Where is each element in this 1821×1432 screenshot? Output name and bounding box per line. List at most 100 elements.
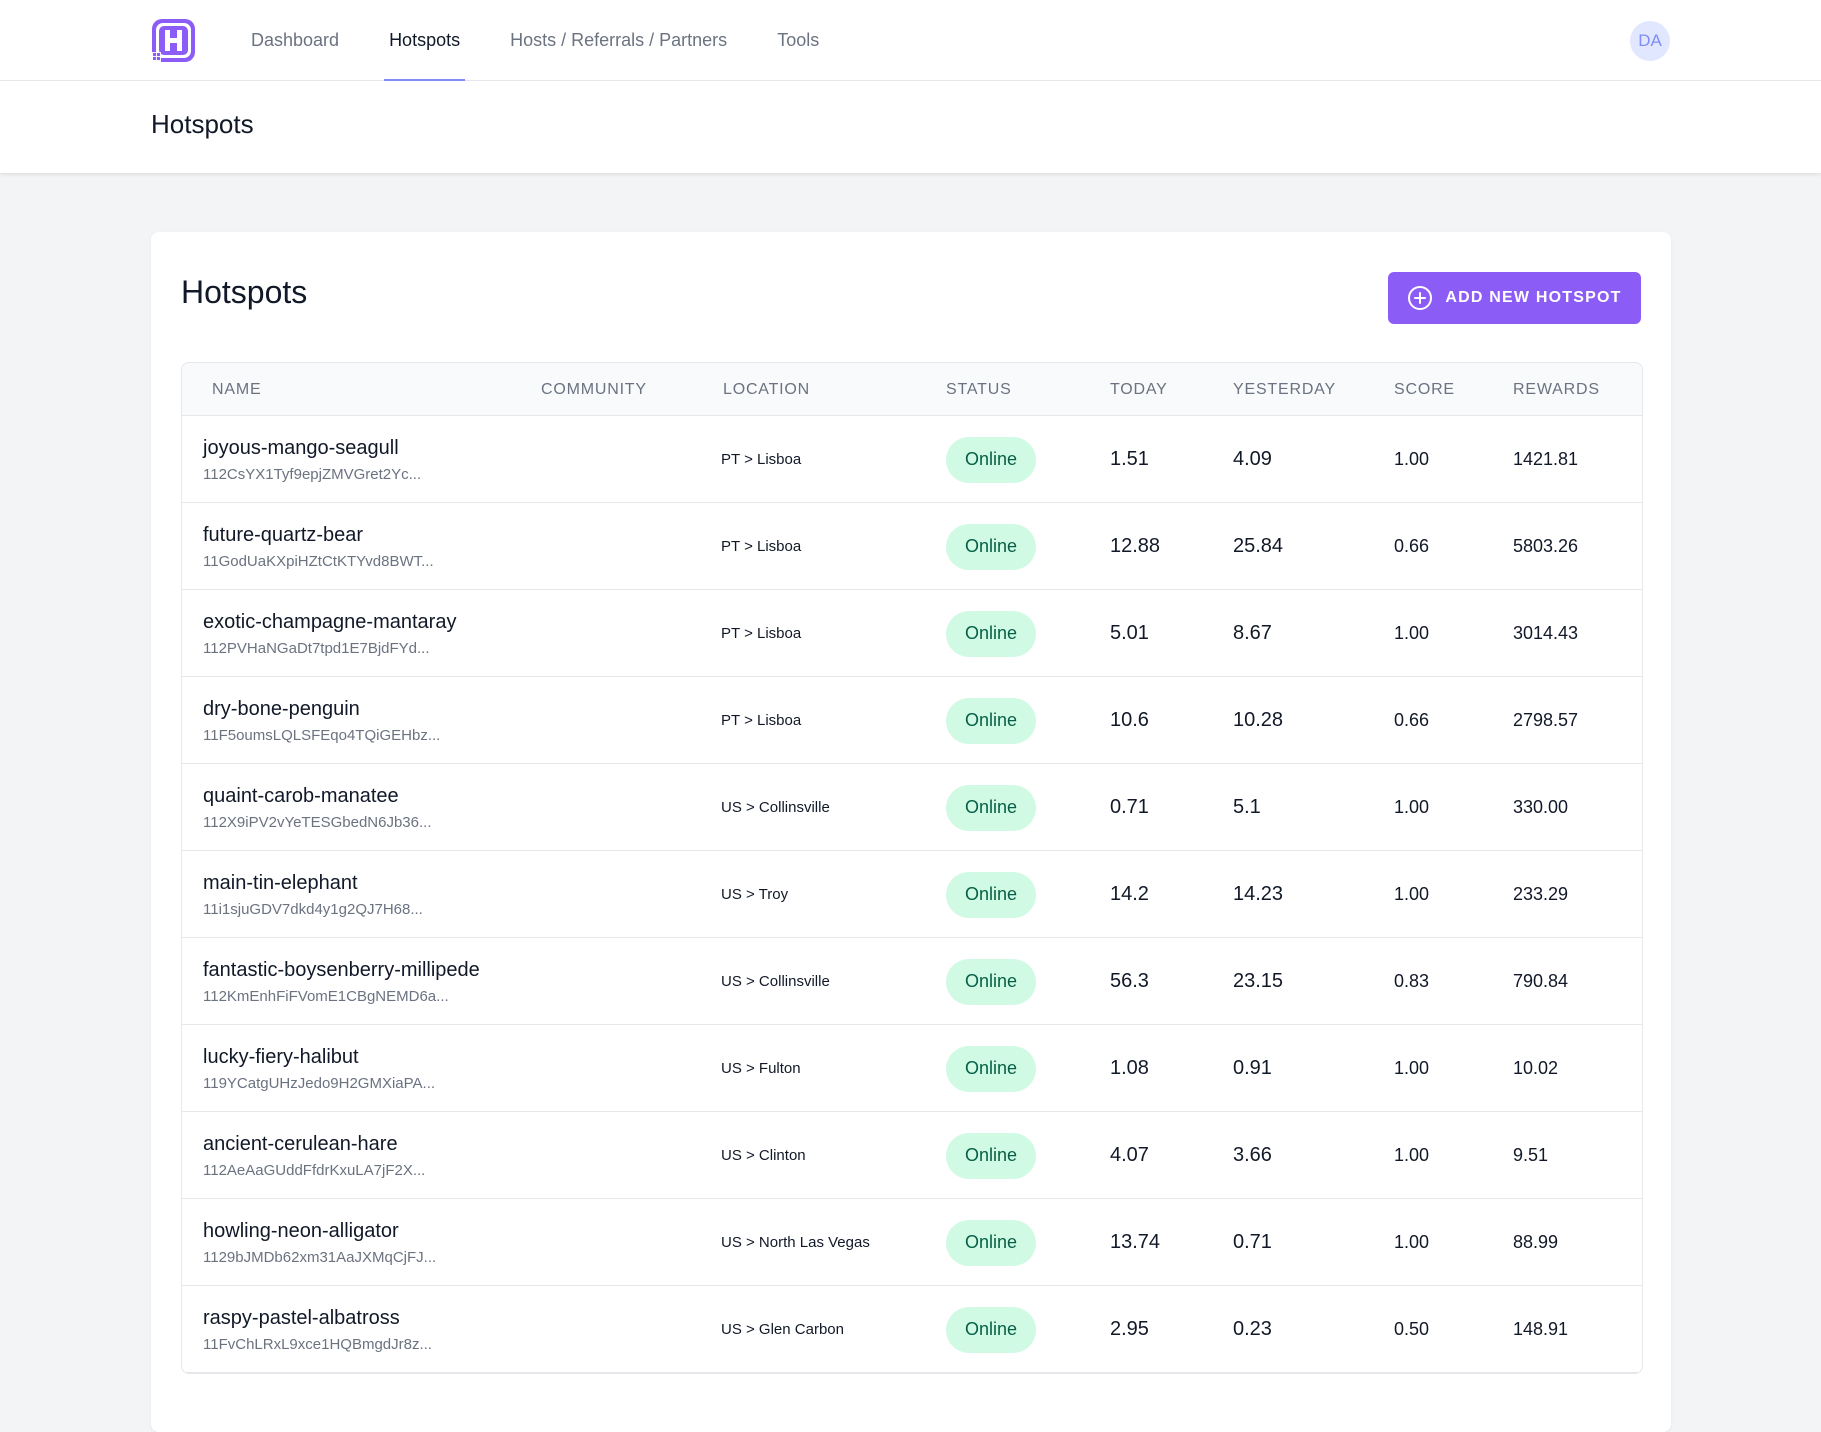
hotspot-name[interactable]: dry-bone-penguin bbox=[203, 697, 360, 720]
hotspot-name[interactable]: joyous-mango-seagull bbox=[203, 436, 399, 459]
today-cell: 0.71 bbox=[1110, 796, 1149, 818]
page-title: Hotspots bbox=[151, 109, 254, 139]
yesterday-cell: 3.66 bbox=[1233, 1144, 1272, 1166]
nav-item-hotspots[interactable]: Hotspots bbox=[384, 0, 466, 81]
hotspot-name[interactable]: raspy-pastel-albatross bbox=[203, 1306, 400, 1329]
add-new-hotspot-button[interactable]: ADD NEW HOTSPOT bbox=[1388, 272, 1641, 324]
name-cell: dry-bone-penguin 11F5oumsLQLSFEqo4TQiGEHb… bbox=[203, 677, 440, 764]
card-title: Hotspots bbox=[181, 274, 308, 310]
rewards-cell: 790.84 bbox=[1513, 971, 1569, 991]
user-avatar[interactable]: DA bbox=[1630, 21, 1670, 61]
yesterday-cell: 0.71 bbox=[1233, 1231, 1272, 1253]
rewards-cell: 2798.57 bbox=[1513, 710, 1579, 730]
yesterday-cell: 10.28 bbox=[1233, 709, 1284, 731]
location-cell: PT > Lisboa bbox=[721, 451, 802, 468]
rewards-cell: 3014.43 bbox=[1513, 623, 1579, 643]
nav-item-dashboard[interactable]: Dashboard bbox=[251, 29, 340, 50]
name-cell: raspy-pastel-albatross 11FvChLRxL9xce1HQB… bbox=[203, 1286, 432, 1373]
yesterday-cell: 0.23 bbox=[1233, 1318, 1272, 1340]
rewards-cell: 233.29 bbox=[1513, 884, 1569, 904]
nav-item-tools[interactable]: Tools bbox=[777, 29, 820, 50]
name-cell: exotic-champagne-mantaray 112PVHaNGaDt7tp… bbox=[203, 590, 456, 677]
hotspot-name[interactable]: howling-neon-alligator bbox=[203, 1219, 399, 1242]
rewards-cell: 10.02 bbox=[1513, 1058, 1559, 1078]
today-cell: 2.95 bbox=[1110, 1318, 1149, 1340]
hotspot-address: 1129bJMDb62xm31AaJXMqCjFJ... bbox=[203, 1248, 437, 1266]
table-row[interactable]: main-tin-elephant 11i1sjuGDV7dkd4y1g2QJ7H… bbox=[182, 851, 1642, 938]
status-cell: Online bbox=[946, 851, 1037, 938]
location-cell: US > Fulton bbox=[721, 1060, 801, 1077]
hotspot-name[interactable]: main-tin-elephant bbox=[203, 871, 358, 894]
hotspot-name[interactable]: quaint-carob-manatee bbox=[203, 784, 399, 807]
column-header-rewards[interactable]: REWARDS bbox=[1513, 380, 1600, 398]
table-row[interactable]: quaint-carob-manatee 112X9iPV2vYeTESGbedN… bbox=[182, 764, 1642, 851]
table-row[interactable]: dry-bone-penguin 11F5oumsLQLSFEqo4TQiGEHb… bbox=[182, 677, 1642, 764]
name-cell: quaint-carob-manatee 112X9iPV2vYeTESGbedN… bbox=[203, 764, 432, 851]
hotspot-name[interactable]: fantastic-boysenberry-millipede bbox=[203, 958, 480, 981]
column-header-score[interactable]: SCORE bbox=[1394, 380, 1455, 398]
status-badge: Online bbox=[946, 1219, 1037, 1266]
helium-h-logo-icon[interactable] bbox=[151, 18, 196, 63]
column-header-location[interactable]: LOCATION bbox=[723, 380, 811, 398]
hotspot-address: 112X9iPV2vYeTESGbedN6Jb36... bbox=[203, 813, 432, 831]
hotspot-address: 119YCatgUHzJedo9H2GMXiaPA... bbox=[203, 1074, 436, 1092]
status-cell: Online bbox=[946, 416, 1037, 503]
hotspot-name[interactable]: ancient-cerulean-hare bbox=[203, 1132, 398, 1155]
top-navbar: Dashboard Hotspots Hosts / Referrals / Par… bbox=[0, 0, 1821, 81]
hotspot-address: 112PVHaNGaDt7tpd1E7BjdFYd... bbox=[203, 639, 430, 657]
score-cell: 0.66 bbox=[1394, 710, 1430, 730]
score-cell: 1.00 bbox=[1394, 1232, 1430, 1252]
hotspot-address: 112KmEnhFiFVomE1CBgNEMD6a... bbox=[203, 987, 449, 1005]
hotspots-table: NAME COMMUNITY LOCATION STATUS TODAY YES… bbox=[181, 362, 1643, 1374]
status-cell: Online bbox=[946, 1199, 1037, 1286]
status-badge: Online bbox=[946, 610, 1037, 657]
score-cell: 0.50 bbox=[1394, 1319, 1430, 1339]
table-row[interactable]: lucky-fiery-halibut 119YCatgUHzJedo9H2GMX… bbox=[182, 1025, 1642, 1112]
table-row[interactable]: raspy-pastel-albatross 11FvChLRxL9xce1HQB… bbox=[182, 1286, 1642, 1373]
nav-item-hosts-referrals-partners[interactable]: Hosts / Referrals / Partners bbox=[510, 29, 728, 50]
table-row[interactable]: exotic-champagne-mantaray 112PVHaNGaDt7tp… bbox=[182, 590, 1642, 677]
location-cell: PT > Lisboa bbox=[721, 625, 802, 642]
column-header-status[interactable]: STATUS bbox=[946, 380, 1012, 398]
column-header-name[interactable]: NAME bbox=[212, 380, 262, 398]
today-cell: 5.01 bbox=[1110, 622, 1149, 644]
status-badge: Online bbox=[946, 697, 1037, 744]
name-cell: lucky-fiery-halibut 119YCatgUHzJedo9H2GMX… bbox=[203, 1025, 435, 1112]
hotspot-address: 11GodUaKXpiHZtCtKTYvd8BWT... bbox=[203, 552, 434, 570]
table-row[interactable]: joyous-mango-seagull 112CsYX1Tyf9epjZMVGr… bbox=[182, 416, 1642, 503]
rewards-cell: 148.91 bbox=[1513, 1319, 1569, 1339]
table-row[interactable]: ancient-cerulean-hare 112AeAaGUddFfdrKxuL… bbox=[182, 1112, 1642, 1199]
status-badge: Online bbox=[946, 523, 1037, 570]
column-header-today[interactable]: TODAY bbox=[1110, 380, 1168, 398]
score-cell: 1.00 bbox=[1394, 884, 1430, 904]
rewards-cell: 1421.81 bbox=[1513, 449, 1579, 469]
status-cell: Online bbox=[946, 1025, 1037, 1112]
name-cell: future-quartz-bear 11GodUaKXpiHZtCtKTYvd8… bbox=[203, 503, 434, 590]
location-cell: US > Glen Carbon bbox=[721, 1321, 844, 1338]
location-cell: PT > Lisboa bbox=[721, 712, 802, 729]
today-cell: 1.08 bbox=[1110, 1057, 1149, 1079]
status-cell: Online bbox=[946, 677, 1037, 764]
today-cell: 4.07 bbox=[1110, 1144, 1149, 1166]
table-row[interactable]: future-quartz-bear 11GodUaKXpiHZtCtKTYvd8… bbox=[182, 503, 1642, 590]
today-cell: 56.3 bbox=[1110, 970, 1149, 992]
rewards-cell: 9.51 bbox=[1513, 1145, 1549, 1165]
hotspot-name[interactable]: lucky-fiery-halibut bbox=[203, 1045, 359, 1068]
score-cell: 1.00 bbox=[1394, 1058, 1430, 1078]
column-header-community[interactable]: COMMUNITY bbox=[541, 380, 647, 398]
table-row[interactable]: howling-neon-alligator 1129bJMDb62xm31AaJ… bbox=[182, 1199, 1642, 1286]
hotspot-name[interactable]: exotic-champagne-mantaray bbox=[203, 610, 457, 633]
name-cell: fantastic-boysenberry-millipede 112KmEnhF… bbox=[203, 938, 480, 1025]
location-cell: US > Troy bbox=[721, 886, 789, 903]
table-row[interactable]: fantastic-boysenberry-millipede 112KmEnhF… bbox=[182, 938, 1642, 1025]
location-cell: US > North Las Vegas bbox=[721, 1234, 870, 1251]
rewards-cell: 5803.26 bbox=[1513, 536, 1579, 556]
status-cell: Online bbox=[946, 1286, 1037, 1373]
yesterday-cell: 0.91 bbox=[1233, 1057, 1272, 1079]
score-cell: 0.83 bbox=[1394, 971, 1430, 991]
today-cell: 13.74 bbox=[1110, 1231, 1161, 1253]
hotspot-name[interactable]: future-quartz-bear bbox=[203, 523, 364, 546]
score-cell: 0.66 bbox=[1394, 536, 1430, 556]
column-header-yesterday[interactable]: YESTERDAY bbox=[1233, 380, 1336, 398]
today-cell: 1.51 bbox=[1110, 448, 1149, 470]
